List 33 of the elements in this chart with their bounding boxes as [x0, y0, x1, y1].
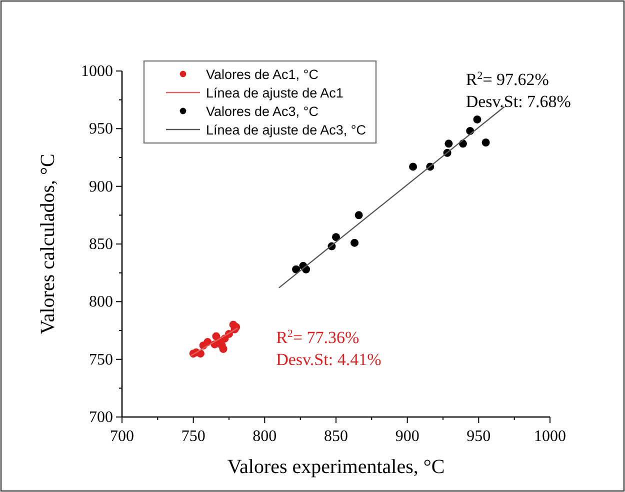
- y-tick-label: 700: [89, 409, 113, 426]
- point: [292, 265, 300, 274]
- annotation: Desv.St: 4.41%: [276, 350, 382, 370]
- point: [444, 140, 453, 148]
- annotation: Desv.St: 7.68%: [466, 92, 571, 111]
- point: [482, 138, 490, 147]
- annotation: R$^{2}$= 77.36%: [276, 328, 360, 348]
- point: [219, 344, 228, 353]
- x-tick-label: 800: [252, 428, 277, 445]
- y-tick-label: 900: [89, 178, 113, 196]
- y-tick-label: 750: [89, 351, 113, 368]
- x-tick-label: 750: [181, 428, 206, 445]
- point: [354, 211, 363, 220]
- y-tick-label: 850: [89, 236, 113, 253]
- x-tick-label: 950: [466, 428, 491, 445]
- point: [409, 162, 418, 171]
- y-axis-title: Valores calculados, °C: [37, 154, 59, 334]
- point: [473, 115, 482, 124]
- legend-label: Valores de Ac3, °C: [206, 104, 319, 119]
- y-tick-label: 950: [89, 120, 113, 138]
- x-tick-label: 900: [395, 428, 420, 445]
- x-tick-label: 850: [324, 428, 348, 445]
- point: [332, 233, 340, 242]
- y-tick-label: 1000: [81, 63, 113, 80]
- legend-label: Valores de Ac1, °C: [206, 67, 319, 82]
- x-tick-label: 1000: [534, 428, 566, 445]
- y-tick-label: 800: [89, 294, 113, 311]
- annotation: R$^{2}$= 97.62%: [466, 70, 549, 89]
- point: [350, 238, 359, 247]
- x-axis-title: Valores experimentales, °C: [227, 456, 445, 478]
- legend-label: Línea de ajuste de Ac1: [206, 86, 344, 100]
- legend-label: Línea de ajuste de Ac3, °C: [206, 122, 366, 138]
- x-tick-label: 700: [110, 428, 134, 445]
